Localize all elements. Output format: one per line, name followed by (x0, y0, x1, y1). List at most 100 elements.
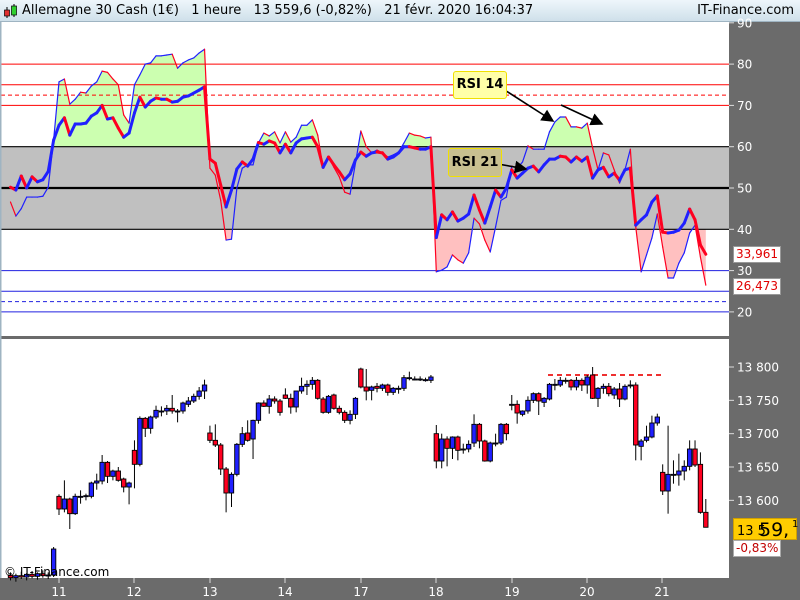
candle-body (368, 386, 375, 391)
rsi14-segment (268, 131, 276, 137)
candle-body (245, 432, 251, 441)
rsi21-segment (510, 168, 519, 180)
rsi21-segment (229, 167, 239, 192)
candle-body (212, 439, 218, 446)
candle-body (433, 433, 439, 462)
candle-body (352, 397, 359, 415)
candle-body (552, 383, 558, 386)
candle-body (536, 393, 542, 402)
rsi21-segment (132, 95, 142, 115)
candle-body (169, 407, 175, 412)
rsi21-label: RSI 21 (448, 148, 502, 177)
candle-body (471, 423, 477, 444)
rsi14-segment (387, 154, 394, 158)
rsi14-segment (597, 152, 605, 171)
rsi21-segment (655, 194, 665, 234)
rsi14-segment (263, 132, 270, 137)
rsi14-segment (311, 119, 319, 136)
candle-body (67, 498, 73, 515)
rsi14-segment (284, 131, 292, 143)
rsi21-segment (316, 145, 325, 169)
rsi21-segment (14, 174, 23, 192)
candle-body (50, 548, 57, 576)
last-price-decimal: 1 (792, 519, 799, 530)
date-tick-label: 18 (428, 585, 443, 599)
rsi21-segment (682, 207, 692, 225)
date-tick-label: 17 (353, 585, 368, 599)
rsi14-segment (193, 52, 200, 59)
candle-body (358, 368, 364, 388)
candle-body (56, 495, 62, 510)
rsi14-segment (489, 226, 497, 253)
rsi21-segment (450, 210, 460, 223)
price-tick-label: 13 750 (737, 394, 779, 408)
rsi21-segment (488, 188, 498, 209)
rsi-tick-label: 60 (737, 140, 752, 154)
rsi21-segment (504, 168, 514, 190)
rsi21-segment (116, 126, 126, 139)
candle-body (223, 468, 229, 494)
price-tick-label: 13 800 (737, 361, 779, 375)
rsi21-segment (472, 193, 481, 212)
rsi14-segment (15, 208, 22, 217)
rsi14-segment (171, 53, 179, 69)
candle-body (24, 573, 30, 578)
candle-body (670, 473, 677, 476)
copyright: © IT-Finance.com (4, 565, 110, 579)
rsi14-segment (176, 62, 184, 69)
rsi14-segment (672, 262, 680, 279)
rsi14-segment (592, 147, 599, 171)
candle-body (401, 377, 407, 389)
candle-body (336, 407, 342, 413)
rsi21-segment (52, 123, 61, 142)
rsi14-segment (36, 195, 44, 198)
candle-body (600, 385, 607, 389)
rsi21-segment (591, 168, 600, 180)
rsi14-segment (527, 145, 534, 150)
candle-body (374, 385, 380, 389)
title-bar: Allemagne 30 Cash (1€) 1 heure 13 559,6 … (0, 0, 800, 22)
rsi14-segment (543, 131, 551, 150)
rsi14-segment (9, 201, 17, 217)
rsi14-segment (451, 254, 459, 261)
rsi14-segment (53, 81, 60, 141)
rsi14-segment (20, 196, 28, 210)
rsi14-segment (344, 191, 351, 195)
rsi14-segment (144, 62, 152, 65)
candle-body (121, 478, 127, 488)
candle-body (557, 379, 563, 386)
rsi14-segment (96, 70, 103, 83)
rsi14-segment (290, 136, 297, 143)
rsi21-segment (111, 116, 120, 130)
candle-body (277, 400, 283, 413)
rsi-indicator (1, 48, 729, 313)
rsi21-segment (499, 186, 508, 199)
annotation-arrows (497, 86, 604, 174)
rsi21-segment (203, 85, 212, 161)
candle-body (487, 442, 493, 462)
rsi14-segment (338, 176, 346, 193)
candle-body (379, 384, 386, 389)
rsi21-segment (62, 116, 72, 137)
rsi21-segment (25, 175, 34, 190)
rsi14-last-value: 26,473 (733, 278, 781, 295)
candle-body (18, 575, 24, 578)
rsi14-segment (403, 132, 410, 144)
rsi14-segment (495, 199, 502, 228)
rsi14-segment (128, 84, 136, 124)
rsi14-segment (624, 148, 631, 171)
rsi14-segment (236, 167, 243, 189)
candle-body (573, 379, 580, 388)
rsi14-segment (473, 217, 481, 225)
candle-body (34, 573, 41, 577)
rsi14-segment (662, 246, 669, 279)
candle-body (676, 470, 682, 476)
candle-body (703, 511, 709, 528)
candle-body (174, 410, 181, 413)
candle-body (428, 376, 434, 381)
candle-body (104, 461, 111, 477)
candle-body (342, 411, 348, 421)
rsi14-segment (139, 63, 146, 76)
rsi21-segment (19, 174, 29, 190)
